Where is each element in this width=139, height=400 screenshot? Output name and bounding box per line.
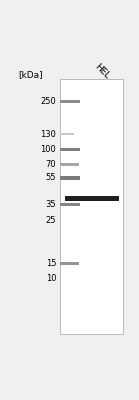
Text: 130: 130 bbox=[40, 130, 56, 139]
Text: 70: 70 bbox=[46, 160, 56, 169]
Text: 15: 15 bbox=[46, 259, 56, 268]
Text: 250: 250 bbox=[40, 98, 56, 106]
Bar bbox=[60, 100, 80, 104]
Text: 55: 55 bbox=[46, 174, 56, 182]
Bar bbox=[60, 79, 123, 334]
Text: 35: 35 bbox=[46, 200, 56, 209]
Bar bbox=[60, 163, 79, 166]
Bar bbox=[60, 148, 80, 152]
Text: 100: 100 bbox=[40, 145, 56, 154]
Bar bbox=[60, 133, 74, 135]
Text: 10: 10 bbox=[46, 274, 56, 283]
Bar bbox=[60, 176, 80, 180]
Text: HEL: HEL bbox=[93, 62, 112, 80]
Text: 25: 25 bbox=[46, 216, 56, 225]
Bar bbox=[60, 203, 80, 206]
Text: [kDa]: [kDa] bbox=[18, 70, 43, 79]
Bar bbox=[65, 196, 119, 201]
Bar bbox=[60, 262, 79, 265]
